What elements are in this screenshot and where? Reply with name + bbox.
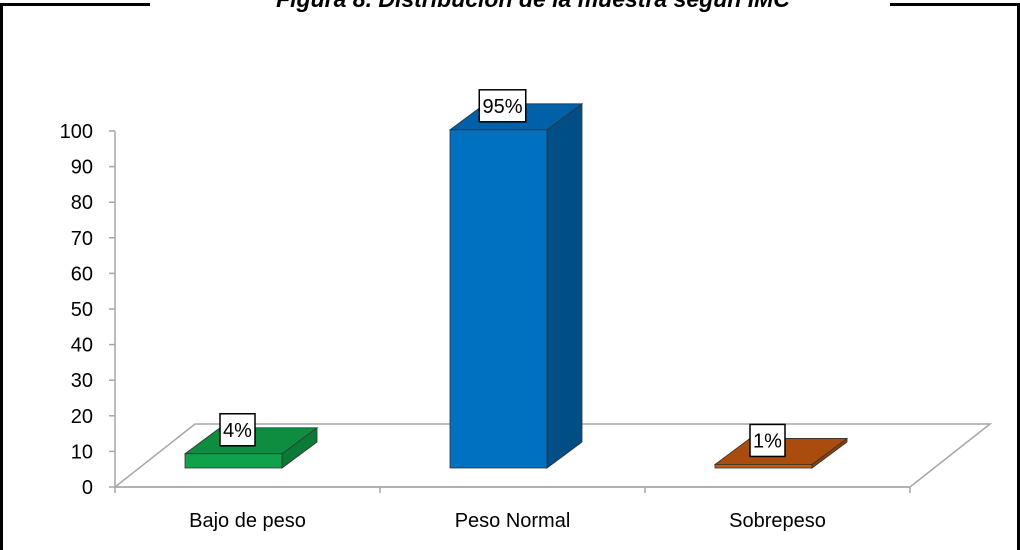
y-tick-label: 80 xyxy=(71,192,93,214)
data-label: 95% xyxy=(482,96,522,118)
data-label-box xyxy=(219,413,256,447)
y-tick-label: 40 xyxy=(71,335,93,357)
x-tick-label: Bajo de peso xyxy=(189,510,306,532)
x-axis-labels: Bajo de peso Peso Normal Sobrepeso xyxy=(114,487,911,532)
y-tick-label: 90 xyxy=(71,157,93,179)
data-label: 1% xyxy=(753,430,782,452)
y-tick-label: 0 xyxy=(82,477,93,499)
bar xyxy=(184,453,283,469)
data-label-box xyxy=(749,423,786,458)
x-tick-label: Peso Normal xyxy=(455,510,571,532)
x-tick-label: Sobrepeso xyxy=(729,510,826,532)
y-tick-label: 100 xyxy=(60,121,93,143)
y-tick-label: 10 xyxy=(71,441,93,463)
bars xyxy=(183,103,849,469)
y-tick-label: 60 xyxy=(71,263,93,285)
data-label: 4% xyxy=(223,420,252,442)
title-background xyxy=(150,0,890,16)
bar xyxy=(449,129,548,469)
y-tick-label: 50 xyxy=(71,299,93,321)
data-label-box xyxy=(478,89,527,123)
y-tick-label: 70 xyxy=(71,228,93,250)
data-labels: 4% 95% 1% xyxy=(219,89,786,458)
bar xyxy=(714,464,813,469)
y-axis-ticks: 0 10 20 30 40 50 60 70 80 90 100 xyxy=(60,121,115,499)
chart-title: Figura 8. Distribución de la muestra seg… xyxy=(276,0,790,12)
y-tick-label: 20 xyxy=(71,406,93,428)
bar-side xyxy=(546,103,583,469)
y-tick-label: 30 xyxy=(71,370,93,392)
